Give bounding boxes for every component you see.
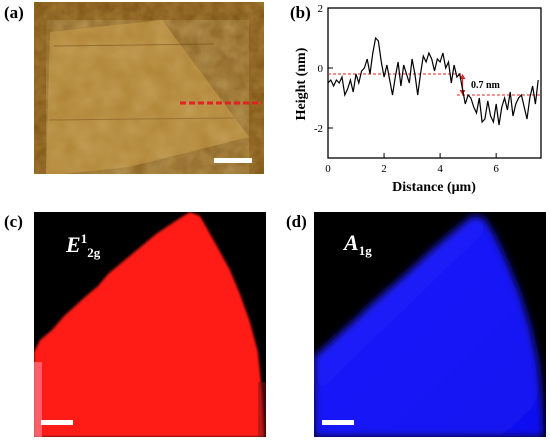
panel-label-a: (a) <box>4 3 24 22</box>
afm-image <box>34 2 264 174</box>
chart-ylabel: Height (nm) <box>294 47 309 120</box>
map-d-scale-bar <box>322 420 354 425</box>
mode-a-sub: 1g <box>358 243 372 258</box>
y-tick-label: 0 <box>318 63 324 75</box>
arrow-head-down <box>459 90 466 95</box>
x-tick-label: 0 <box>325 163 331 175</box>
panel-label-d: (d) <box>286 212 307 231</box>
height-profile-series <box>327 36 539 126</box>
map-d-flake <box>314 216 544 437</box>
y-tick-label: -2 <box>314 123 323 135</box>
chart-annotation: 0.7 nm <box>471 80 501 91</box>
y-tick-label: 2 <box>318 3 324 15</box>
height-profile-chart: Height (nm) Distance (μm) 0.7 nm 0 2 4 6 -2 0… <box>294 3 542 195</box>
x-tick-label: 6 <box>493 163 499 175</box>
plot-frame <box>327 7 542 159</box>
panel-label-c: (c) <box>4 212 23 231</box>
mode-e-main: E <box>66 232 81 257</box>
arrow-head-up <box>459 74 466 79</box>
mode-e-sub: 2g <box>87 245 101 260</box>
raman-map-e2g <box>34 212 266 437</box>
chart-xlabel: Distance (μm) <box>392 180 476 195</box>
afm-scale-bar <box>214 158 252 163</box>
mode-a-main: A <box>344 230 359 255</box>
mode-e-sup: 1 <box>80 231 88 246</box>
panel-label-b: (b) <box>290 3 311 22</box>
x-tick-label: 2 <box>381 163 387 175</box>
x-tick-label: 4 <box>437 163 443 175</box>
map-c-flake <box>34 212 264 437</box>
raman-map-a1g <box>314 212 546 437</box>
mode-label-e2g: E12g <box>66 232 100 259</box>
mode-label-a1g: A1g <box>344 230 372 258</box>
map-c-scale-bar <box>41 420 73 425</box>
